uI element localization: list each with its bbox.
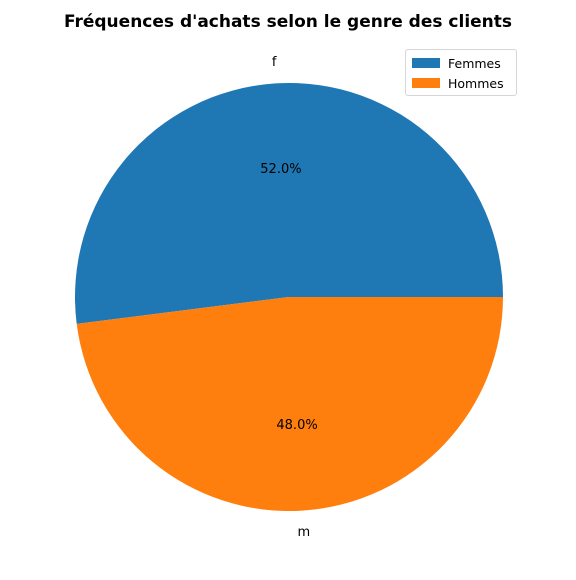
- pie-slice-f: [75, 83, 504, 324]
- chart-title: Fréquences d'achats selon le genre des c…: [64, 12, 512, 32]
- pie-percent-label-f: 52.0%: [260, 162, 301, 177]
- pie-category-label-m: m: [297, 525, 310, 540]
- legend-swatch-hommes: [412, 78, 440, 88]
- legend-swatch-femmes: [412, 58, 440, 68]
- legend-label-femmes: Femmes: [448, 55, 501, 71]
- pie-percent-label-m: 48.0%: [276, 418, 317, 433]
- pie-labels: 52.0% f 48.0% m: [260, 55, 317, 540]
- legend-item-hommes: Hommes: [412, 73, 516, 93]
- legend: Femmes Hommes: [405, 49, 517, 96]
- pie-slice-m: [76, 297, 504, 512]
- pie-slices: [75, 83, 504, 512]
- pie-category-label-f: f: [272, 55, 277, 70]
- legend-label-hommes: Hommes: [448, 75, 504, 91]
- legend-item-femmes: Femmes: [412, 53, 516, 73]
